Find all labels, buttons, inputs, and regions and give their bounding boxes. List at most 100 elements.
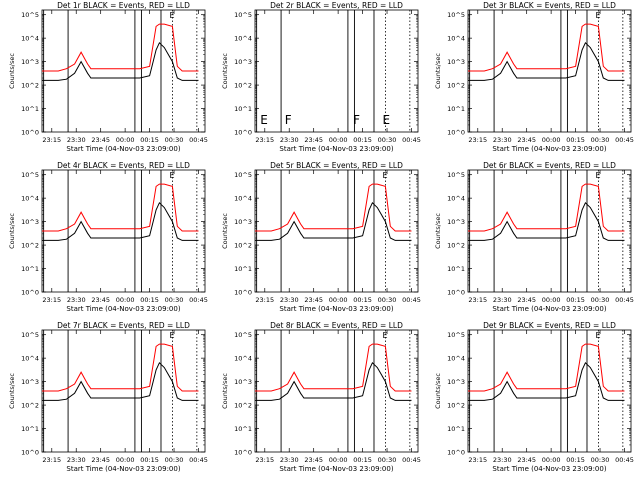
x-tick-label: 23:15 <box>468 136 487 144</box>
y-axis-label: Counts/sec <box>434 373 442 409</box>
x-tick-label: 23:15 <box>42 296 61 304</box>
y-tick-label: 10^1 <box>234 425 252 433</box>
y-tick-label: 10^0 <box>447 129 465 137</box>
x-tick-label: 00:15 <box>566 296 585 304</box>
y-tick-label: 10^4 <box>447 35 465 43</box>
x-tick-label: 00:15 <box>566 456 585 464</box>
y-tick-label: 10^2 <box>447 242 465 250</box>
interval-marker-label: E <box>260 113 268 127</box>
x-axis-label: Start Time (04-Nov-03 23:09:00) <box>279 145 393 153</box>
lld-series-line <box>255 183 412 232</box>
chart-title: Det 7r BLACK = Events, RED = LLD <box>57 321 190 330</box>
x-tick-label: 00:00 <box>542 136 561 144</box>
detector-panel-7: Det 7r BLACK = Events, RED = LLD 10^0 10^1… <box>8 321 208 473</box>
x-tick-label: 00:45 <box>402 296 421 304</box>
plot-frame <box>467 169 632 293</box>
y-tick-label: 10^5 <box>234 171 252 179</box>
chart-title: Det 4r BLACK = Events, RED = LLD <box>57 161 190 170</box>
y-tick-label: 10^0 <box>447 289 465 297</box>
y-axis-label: Counts/sec <box>221 213 229 249</box>
x-tick-label: 23:45 <box>91 456 110 464</box>
detector-panel-8: Det 8r BLACK = Events, RED = LLD 10^0 10^1… <box>221 321 421 473</box>
plot-frame <box>41 329 206 453</box>
y-tick-label: 10^2 <box>21 242 39 250</box>
y-tick-label: 10^0 <box>234 449 252 457</box>
y-tick-label: 10^2 <box>234 242 252 250</box>
x-tick-label: 00:15 <box>353 456 372 464</box>
y-tick-label: 10^2 <box>447 82 465 90</box>
x-tick-label: 00:15 <box>353 136 372 144</box>
detector-panel-1: Det 1r BLACK = Events, RED = LLD 10^0 10^1… <box>8 1 208 153</box>
x-tick-label: 00:30 <box>165 456 184 464</box>
y-tick-label: 10^4 <box>21 195 39 203</box>
events-series-line <box>255 201 412 241</box>
y-tick-label: 10^5 <box>447 11 465 19</box>
x-tick-label: 23:45 <box>517 456 536 464</box>
x-tick-label: 00:30 <box>378 296 397 304</box>
chart-title: Det 8r BLACK = Events, RED = LLD <box>270 321 403 330</box>
x-tick-label: 23:30 <box>67 136 86 144</box>
x-tick-label: 23:30 <box>280 456 299 464</box>
x-tick-label: 23:30 <box>67 456 86 464</box>
x-tick-label: 00:45 <box>189 296 208 304</box>
x-axis-label: Start Time (04-Nov-03 23:09:00) <box>279 305 393 313</box>
x-tick-label: 00:00 <box>116 456 135 464</box>
y-tick-label: 10^0 <box>234 129 252 137</box>
x-tick-label: 00:45 <box>402 456 421 464</box>
detector-panel-2: Det 2r BLACK = Events, RED = LLD 10^0 10^1… <box>221 1 421 153</box>
interval-marker-label: E <box>383 113 391 127</box>
x-tick-label: 23:45 <box>91 296 110 304</box>
y-tick-label: 10^2 <box>21 402 39 410</box>
lld-series-line <box>468 183 625 232</box>
y-tick-label: 10^0 <box>21 289 39 297</box>
x-tick-label: 23:45 <box>517 296 536 304</box>
x-tick-label: 23:45 <box>304 456 323 464</box>
x-tick-label: 00:30 <box>378 456 397 464</box>
x-tick-label: 00:00 <box>542 296 561 304</box>
x-tick-label: 23:45 <box>517 136 536 144</box>
y-tick-label: 10^2 <box>21 82 39 90</box>
y-tick-label: 10^5 <box>21 171 39 179</box>
plot-frame <box>467 329 632 453</box>
interval-marker-label: E <box>170 171 175 180</box>
x-tick-label: 00:45 <box>189 136 208 144</box>
y-tick-label: 10^2 <box>234 402 252 410</box>
x-tick-label: 23:30 <box>67 296 86 304</box>
x-tick-label: 00:00 <box>329 136 348 144</box>
lld-series-line <box>468 23 625 72</box>
y-tick-label: 10^1 <box>21 105 39 113</box>
y-axis-label: Counts/sec <box>434 213 442 249</box>
chart-title: Det 6r BLACK = Events, RED = LLD <box>483 161 616 170</box>
lld-series-line <box>255 343 412 392</box>
x-tick-label: 00:30 <box>591 456 610 464</box>
x-tick-label: 00:15 <box>566 136 585 144</box>
detector-panel-6: Det 6r BLACK = Events, RED = LLD 10^0 10^1… <box>434 161 634 313</box>
events-series-line <box>42 201 199 241</box>
y-tick-label: 10^3 <box>234 378 252 386</box>
x-tick-label: 23:45 <box>304 296 323 304</box>
x-tick-label: 00:00 <box>329 296 348 304</box>
x-tick-label: 23:15 <box>468 456 487 464</box>
x-axis-label: Start Time (04-Nov-03 23:09:00) <box>279 465 393 473</box>
events-series-line <box>42 361 199 401</box>
x-tick-label: 00:15 <box>353 296 372 304</box>
plot-frame <box>254 329 419 453</box>
y-tick-label: 10^3 <box>21 58 39 66</box>
x-tick-label: 23:30 <box>493 296 512 304</box>
y-tick-label: 10^3 <box>21 218 39 226</box>
x-axis-label: Start Time (04-Nov-03 23:09:00) <box>66 145 180 153</box>
interval-marker-label: E <box>383 331 388 340</box>
y-tick-label: 10^1 <box>21 425 39 433</box>
y-tick-label: 10^4 <box>21 355 39 363</box>
y-tick-label: 10^4 <box>447 195 465 203</box>
plot-frame <box>254 169 419 293</box>
y-axis-label: Counts/sec <box>221 53 229 89</box>
x-tick-label: 00:00 <box>329 456 348 464</box>
y-tick-label: 10^3 <box>234 218 252 226</box>
x-tick-label: 23:45 <box>304 136 323 144</box>
detector-panel-5: Det 5r BLACK = Events, RED = LLD 10^0 10^1… <box>221 161 421 313</box>
x-tick-label: 00:45 <box>615 136 634 144</box>
y-tick-label: 10^5 <box>21 331 39 339</box>
y-tick-label: 10^2 <box>447 402 465 410</box>
